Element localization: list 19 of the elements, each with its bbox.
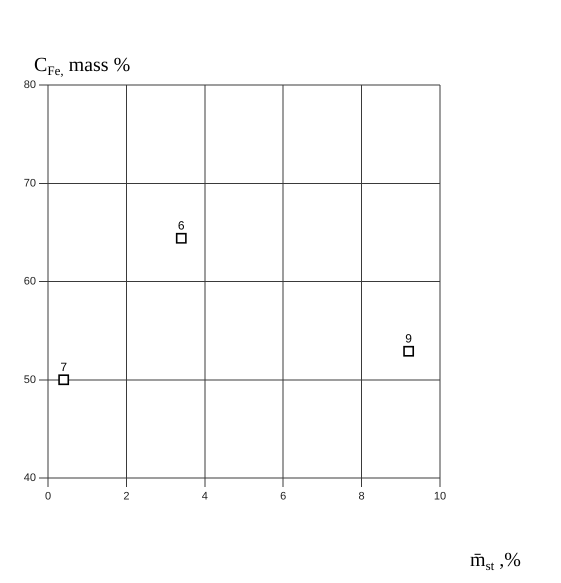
annotation: 7 xyxy=(60,360,68,374)
x-tick-label: 8 xyxy=(358,490,365,503)
x-tick-label: 0 xyxy=(44,490,52,503)
y-tick-label: 80 xyxy=(24,79,36,92)
annotation: 6 xyxy=(178,218,185,233)
x-tick-label: 6 xyxy=(280,490,286,503)
x-tick-label: 4 xyxy=(202,490,208,503)
point xyxy=(403,346,414,357)
point xyxy=(176,232,187,244)
y-tick-label: 50 xyxy=(24,374,36,386)
annotation: 9 xyxy=(405,332,412,346)
point xyxy=(58,374,70,386)
y-tick-label: 40 xyxy=(24,472,36,484)
x-tick-label: 2 xyxy=(123,490,130,503)
y-axis-title: C$_{Fe,}$ mass % xyxy=(34,54,130,78)
y-tick-label: 70 xyxy=(24,177,36,190)
y-tick-label: 60 xyxy=(24,276,36,288)
x-axis-title: m̄$_{st}$ ,% xyxy=(470,549,521,573)
x-tick-label: 10 xyxy=(434,490,446,503)
